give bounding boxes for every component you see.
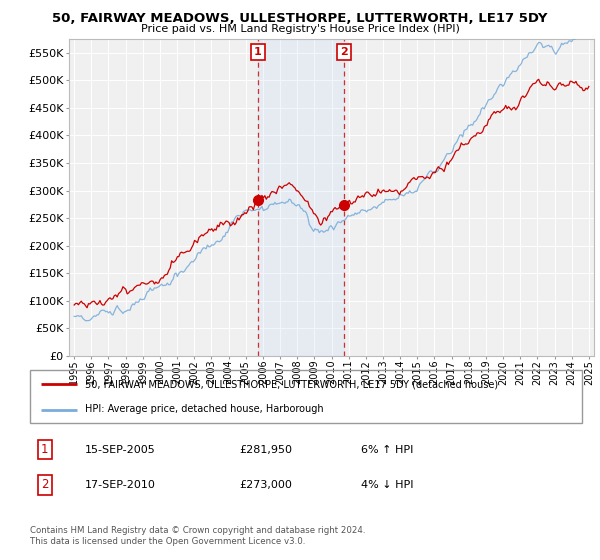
- Text: HPI: Average price, detached house, Harborough: HPI: Average price, detached house, Harb…: [85, 404, 324, 414]
- Text: 15-SEP-2005: 15-SEP-2005: [85, 445, 156, 455]
- Text: 2: 2: [41, 478, 49, 491]
- Text: 2: 2: [340, 47, 347, 57]
- Text: £281,950: £281,950: [240, 445, 293, 455]
- Text: 50, FAIRWAY MEADOWS, ULLESTHORPE, LUTTERWORTH, LE17 5DY: 50, FAIRWAY MEADOWS, ULLESTHORPE, LUTTER…: [52, 12, 548, 25]
- Text: Price paid vs. HM Land Registry's House Price Index (HPI): Price paid vs. HM Land Registry's House …: [140, 24, 460, 34]
- Text: £273,000: £273,000: [240, 480, 293, 490]
- Text: 17-SEP-2010: 17-SEP-2010: [85, 480, 156, 490]
- Text: 1: 1: [254, 47, 262, 57]
- Text: 1: 1: [41, 443, 49, 456]
- Text: 4% ↓ HPI: 4% ↓ HPI: [361, 480, 414, 490]
- Text: 50, FAIRWAY MEADOWS, ULLESTHORPE, LUTTERWORTH, LE17 5DY (detached house): 50, FAIRWAY MEADOWS, ULLESTHORPE, LUTTER…: [85, 380, 499, 390]
- Bar: [258, 39, 344, 356]
- Text: 6% ↑ HPI: 6% ↑ HPI: [361, 445, 413, 455]
- Text: Contains HM Land Registry data © Crown copyright and database right 2024.
This d: Contains HM Land Registry data © Crown c…: [30, 526, 365, 546]
